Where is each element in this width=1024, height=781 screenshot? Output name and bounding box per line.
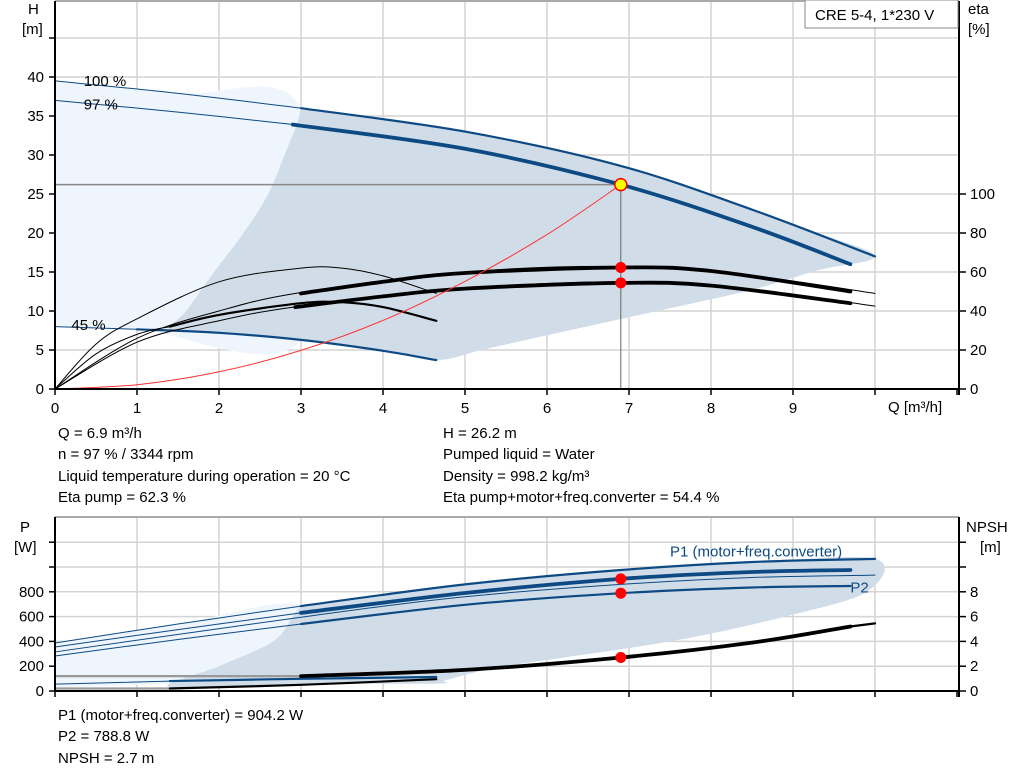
curve-p-0 [54,605,302,644]
p-axis-label: P [20,519,30,536]
operating-point-marker [615,587,627,599]
y-right-tick-label: 80 [970,225,987,242]
info-p1: P1 (motor+freq.converter) = 904.2 W [58,707,304,724]
curve-h-2 [54,99,302,126]
x-tick-label: 6 [543,400,551,417]
info-speed: n = 97 % / 3344 rpm [58,446,194,463]
npsh-axis-label: NPSH [966,519,1008,536]
info-flow: Q = 6.9 m³/h [58,425,142,442]
y-left-tick-label: 15 [27,264,44,281]
curve-h-3 [290,122,853,267]
npsh-axis-unit: [m] [980,539,1001,556]
y-right-tick-label: 8 [970,584,978,601]
y-right-tick-label: 6 [970,609,978,626]
operating-point-marker [615,652,627,664]
info-density: Density = 998.2 kg/m³ [443,468,590,485]
curve-eta-7 [54,326,171,390]
y-left-tick-label: 10 [27,303,44,320]
curve-p-2 [54,612,302,648]
y-right-tick-label: 20 [970,342,987,359]
eta-axis-unit: [%] [968,21,990,38]
y-left-tick-label: 35 [27,108,44,125]
y-right-tick-label: 0 [970,683,978,700]
operating-range-region [168,108,875,361]
y-left-tick-label: 200 [19,658,44,675]
y-left-tick-label: 600 [19,609,44,626]
series-label: P2 [850,579,868,596]
eta-axis-label: eta [968,1,990,18]
x-tick-label: 8 [707,400,715,417]
y-right-tick-label: 60 [970,264,987,281]
speed-label: 45 % [71,317,105,334]
curve-p-3 [299,568,853,615]
curve-h-13 [54,184,622,390]
y-left-tick-label: 25 [27,186,44,203]
power-npsh-chart: 0 200 400 600 800 0 2 4 6 8 P1 (motor+freq.convert… [19,516,978,700]
x-tick-label: 5 [461,400,469,417]
y-left-tick-label: 5 [36,342,44,359]
info-npsh: NPSH = 2.7 m [58,750,155,767]
y-left-tick-label: 20 [27,225,44,242]
curve-h-1 [299,107,877,258]
curve-p-4 [54,574,876,653]
y-right-tick-label: 40 [970,303,987,320]
operating-point-marker [615,277,627,289]
info-eta-pump: Eta pump = 62.3 % [58,489,186,506]
model-label: CRE 5-4, 1*230 V [815,7,934,24]
curve-eta-6 [54,266,437,390]
info-p2: P2 = 788.8 W [58,728,150,745]
h-axis-unit: [m] [22,21,43,38]
info-head: H = 26.2 m [443,425,517,442]
x-tick-label: 4 [379,400,387,417]
speed-label: 97 % [84,96,118,113]
y-left-tick-label: 0 [36,381,44,398]
operating-point-marker [615,573,627,585]
y-left-tick-label: 400 [19,633,44,650]
x-tick-label: 9 [789,400,797,417]
curve-h-5 [135,328,438,362]
curve-p-1 [299,557,877,608]
info-eta-total: Eta pump+motor+freq.converter = 54.4 % [443,489,720,506]
x-tick-label: 0 [51,400,59,417]
info-temperature: Liquid temperature during operation = 20… [58,468,351,485]
y-right-tick-label: 4 [970,633,978,650]
model-legend-box: CRE 5-4, 1*230 V [804,0,959,29]
operating-point-marker [615,262,627,274]
curve-npsh-10 [299,624,853,679]
curve-p-7 [54,680,171,685]
h-axis-label: H [28,1,39,18]
q-axis-label: Q [m³/h] [888,399,942,416]
curve-p-6 [299,584,852,626]
duty-point-marker [614,177,628,192]
head-efficiency-chart: 0 1 2 3 4 5 6 7 8 9 0 5 10 15 20 25 30 35 40 0 20 40 60 80 100 10… [27,0,995,417]
curve-eta-8 [168,300,438,328]
curve-npsh-13 [168,678,438,690]
p-axis-unit: [W] [14,539,37,556]
curve-p-8 [168,675,438,683]
speed-label: 100 % [84,73,127,90]
y-left-tick-label: 40 [27,69,44,86]
y-left-tick-label: 800 [19,584,44,601]
series-label: P1 (motor+freq.converter) [670,544,842,561]
y-right-tick-label: 0 [970,381,978,398]
curve-h-4 [54,326,138,330]
y-left-tick-label: 30 [27,147,44,164]
y-right-tick-label: 2 [970,658,978,675]
y-left-tick-label: 0 [36,683,44,700]
info-liquid: Pumped liquid = Water [443,446,595,463]
curve-eta-12 [293,280,853,309]
x-tick-label: 3 [297,400,305,417]
y-right-tick-label: 100 [970,186,995,203]
x-tick-label: 2 [215,400,223,417]
curve-npsh-11 [849,622,877,628]
curve-eta-11 [299,265,853,296]
x-tick-label: 1 [133,400,141,417]
x-tick-label: 7 [625,400,633,417]
curve-h-0 [54,80,302,109]
curve-p-5 [54,623,302,657]
